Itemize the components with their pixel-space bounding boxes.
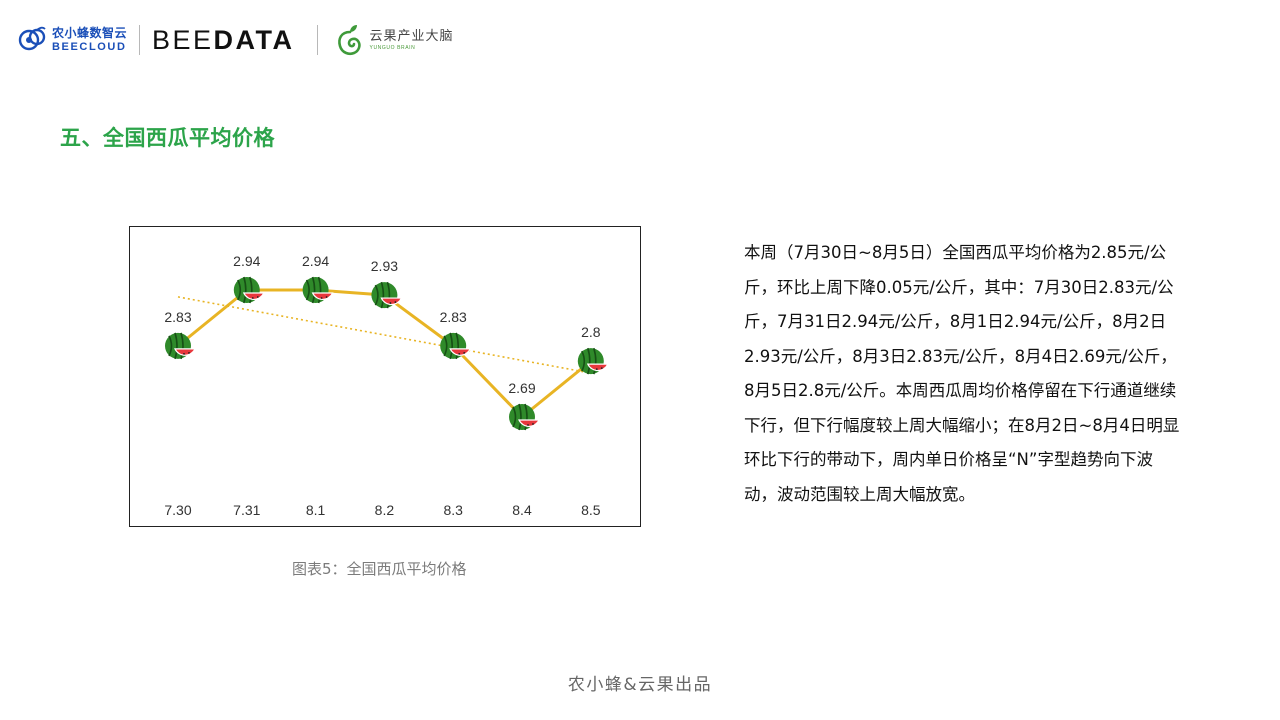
footer-credit: 农小蜂&云果出品 <box>567 675 713 695</box>
data-label: 2.83 <box>164 309 191 325</box>
watermelon-stripes <box>443 332 459 360</box>
watermelon-slice <box>242 292 265 301</box>
beecloud-en-text: BEECLOUD <box>52 41 127 53</box>
chart-caption: 图表5：全国西瓜平均价格 <box>292 560 467 578</box>
watermelon-stripes <box>305 276 322 304</box>
watermelon-stripes <box>237 276 253 304</box>
watermelon-icon <box>440 332 472 360</box>
yunguo-logo-icon <box>337 25 361 56</box>
beedata-logo: BEEDATA <box>152 25 295 56</box>
x-tick-label: 8.4 <box>512 502 532 518</box>
watermelon-seed <box>532 423 534 425</box>
x-tick-label: 8.1 <box>306 502 326 518</box>
watermelon-seed <box>183 352 185 355</box>
watermelon-stripes <box>168 332 184 360</box>
price-description: 本周（7月30日~8月5日）全国西瓜平均价格为2.85元/公斤，环比上周下降0.… <box>744 243 1180 504</box>
watermelon-icon <box>233 276 265 304</box>
watermelon-seed <box>325 296 328 298</box>
watermelon-seed <box>600 367 603 370</box>
yunguo-logo: 云果产业大脑 YUNGUO BRAIN <box>336 23 454 57</box>
watermelon-slice <box>380 297 403 306</box>
watermelon-icon <box>577 347 609 375</box>
watermelon-slice <box>518 419 540 428</box>
x-tick-label: 8.3 <box>443 502 463 518</box>
watermelon-slice <box>311 292 334 301</box>
section-title: 五、全国西瓜平均价格 <box>60 126 275 150</box>
bee-logo-icon <box>18 26 46 51</box>
watermelon-seed <box>256 296 259 298</box>
beedata-logo-part1: BEE <box>152 24 214 55</box>
watermelon-seed <box>188 351 190 354</box>
yunguo-en-text: YUNGUO BRAIN <box>369 44 416 51</box>
watermelon-stripes <box>512 403 528 431</box>
x-tick-label: 8.2 <box>375 502 395 518</box>
watermelon-icon <box>165 332 196 360</box>
watermelon-seed <box>527 424 529 426</box>
x-tick-label: 7.30 <box>164 502 191 518</box>
watermelon-seed <box>394 301 397 303</box>
yunguo-cn-text: 云果产业大脑 <box>369 28 454 44</box>
data-label: 2.93 <box>371 258 398 274</box>
watermelon-seed <box>463 351 466 354</box>
watermelon-slice <box>449 348 472 356</box>
logo-divider-2 <box>316 25 318 55</box>
header-logos: 农小蜂数智云 BEECLOUD BEEDATA 云果产业大脑 YUNGUO BR… <box>18 18 454 62</box>
x-tick-label: 7.31 <box>233 502 260 518</box>
price-chart: 2.83 7.30 2.94 7.31 2.94 8.1 2.93 8.2 2.83 8.3 2.6… <box>129 226 641 527</box>
watermelon-stripes <box>581 347 597 375</box>
data-label: 2.94 <box>233 253 260 269</box>
data-label: 2.83 <box>440 309 467 325</box>
data-label: 2.8 <box>581 324 601 340</box>
x-tick-label: 8.5 <box>581 502 601 518</box>
watermelon-seed <box>251 297 254 299</box>
beecloud-cn-text: 农小蜂数智云 <box>52 26 128 40</box>
watermelon-slice <box>174 348 196 356</box>
data-label: 2.69 <box>508 380 535 396</box>
trendline <box>177 296 591 374</box>
beedata-logo-part2: DATA <box>213 24 295 55</box>
watermelon-seed <box>458 352 461 355</box>
watermelon-seed <box>320 297 323 299</box>
watermelon-icon <box>509 403 540 431</box>
watermelon-stripes <box>374 281 391 309</box>
watermelon-slice <box>586 363 609 372</box>
beecloud-logo: 农小蜂数智云 BEECLOUD <box>18 25 127 55</box>
watermelon-icon <box>371 281 403 309</box>
price-line-chart: 2.83 7.30 2.94 7.31 2.94 8.1 2.93 8.2 2.83 8.3 2.6… <box>164 253 609 518</box>
watermelon-seed <box>389 302 392 304</box>
watermelon-seed <box>595 368 598 371</box>
watermelon-icon <box>302 276 334 304</box>
logo-divider <box>139 25 141 55</box>
data-label: 2.94 <box>302 253 329 269</box>
series-line <box>177 288 592 419</box>
